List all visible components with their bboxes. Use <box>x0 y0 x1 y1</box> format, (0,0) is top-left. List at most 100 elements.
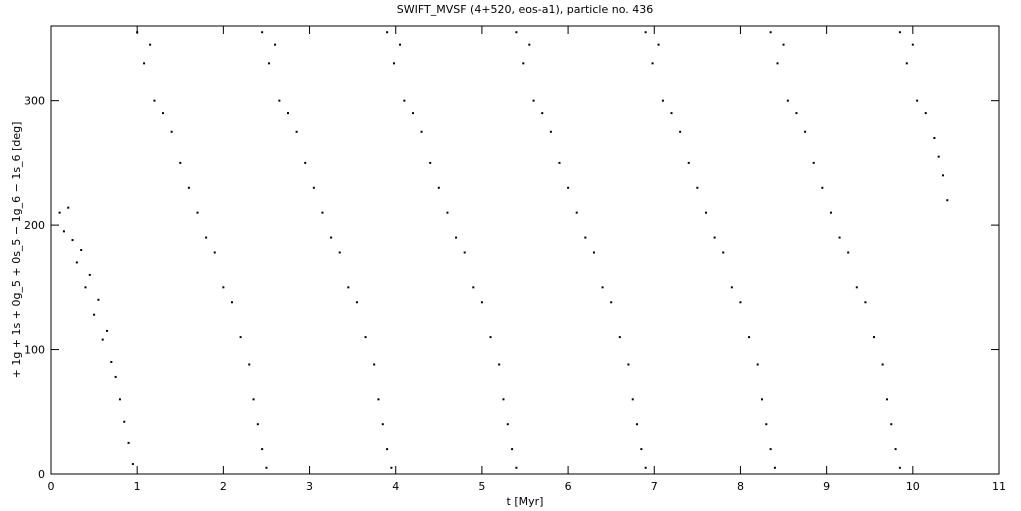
y-tick-label: 0 <box>38 468 45 481</box>
point <box>347 286 350 289</box>
point <box>110 361 113 363</box>
point <box>58 211 61 214</box>
point <box>62 230 65 233</box>
point <box>373 363 376 366</box>
point <box>230 301 233 304</box>
point <box>390 466 393 469</box>
point <box>149 43 152 46</box>
point <box>123 420 126 423</box>
point <box>713 236 716 239</box>
point <box>761 398 763 401</box>
point <box>411 112 414 115</box>
x-tick-label: 9 <box>823 480 830 493</box>
point <box>295 130 298 133</box>
point <box>213 251 216 254</box>
point <box>287 112 289 115</box>
point <box>274 43 277 46</box>
point <box>222 286 225 289</box>
point <box>136 31 139 34</box>
x-tick-label: 0 <box>48 480 55 493</box>
point <box>636 423 639 426</box>
point <box>489 336 492 339</box>
point <box>118 398 121 401</box>
point <box>847 251 850 254</box>
point <box>131 463 134 466</box>
point <box>153 99 156 102</box>
point <box>437 186 440 189</box>
x-tick-label: 3 <box>306 480 313 493</box>
point <box>205 236 208 239</box>
point <box>644 31 647 34</box>
point <box>722 251 725 254</box>
point <box>773 466 776 469</box>
y-axis-label: + 1g + 1s + 0g_5 + 0s_5 − 1g_6 − 1s_6 [d… <box>10 122 23 379</box>
point <box>304 161 307 164</box>
point <box>541 112 544 115</box>
point <box>610 301 613 304</box>
point <box>377 398 380 401</box>
point <box>179 161 182 164</box>
point <box>651 62 654 65</box>
point <box>924 112 927 115</box>
point <box>170 130 173 133</box>
point <box>472 286 475 289</box>
point <box>97 298 100 301</box>
point <box>756 363 759 366</box>
point <box>338 251 341 254</box>
point <box>252 398 255 401</box>
point <box>812 161 815 164</box>
point <box>261 31 264 34</box>
point <box>765 423 768 426</box>
point <box>916 99 919 102</box>
point <box>364 336 367 339</box>
point <box>567 186 570 189</box>
point <box>739 301 742 304</box>
point <box>330 236 333 239</box>
point <box>515 31 518 34</box>
point <box>549 130 552 133</box>
point <box>106 329 109 332</box>
x-tick-label: 11 <box>992 480 1006 493</box>
point <box>420 130 423 133</box>
x-tick-label: 5 <box>478 480 485 493</box>
point <box>769 448 772 451</box>
point <box>704 211 707 214</box>
point <box>786 99 789 102</box>
point <box>838 236 841 239</box>
point <box>386 448 389 451</box>
point <box>522 62 525 65</box>
point <box>143 62 146 65</box>
point <box>455 236 458 239</box>
point <box>679 130 682 133</box>
point <box>873 336 876 339</box>
point <box>480 301 483 304</box>
point <box>795 112 798 115</box>
point <box>75 261 78 264</box>
point <box>187 186 190 189</box>
point <box>618 336 621 339</box>
point <box>575 211 578 214</box>
point <box>911 43 914 46</box>
point <box>898 31 901 34</box>
y-tick-label: 200 <box>24 219 45 232</box>
point <box>312 186 315 189</box>
point <box>941 174 944 177</box>
point <box>592 251 595 254</box>
point <box>644 466 647 469</box>
point <box>657 43 660 46</box>
point <box>748 336 751 339</box>
point <box>821 186 824 189</box>
point <box>386 31 389 34</box>
x-tick-label: 2 <box>220 480 227 493</box>
point <box>769 31 772 34</box>
point <box>528 43 531 46</box>
point <box>446 211 449 214</box>
point <box>804 130 807 133</box>
point <box>601 286 604 289</box>
point <box>71 239 74 242</box>
point <box>381 423 384 426</box>
point <box>661 99 664 102</box>
point <box>881 363 884 366</box>
x-tick-label: 1 <box>134 480 141 493</box>
